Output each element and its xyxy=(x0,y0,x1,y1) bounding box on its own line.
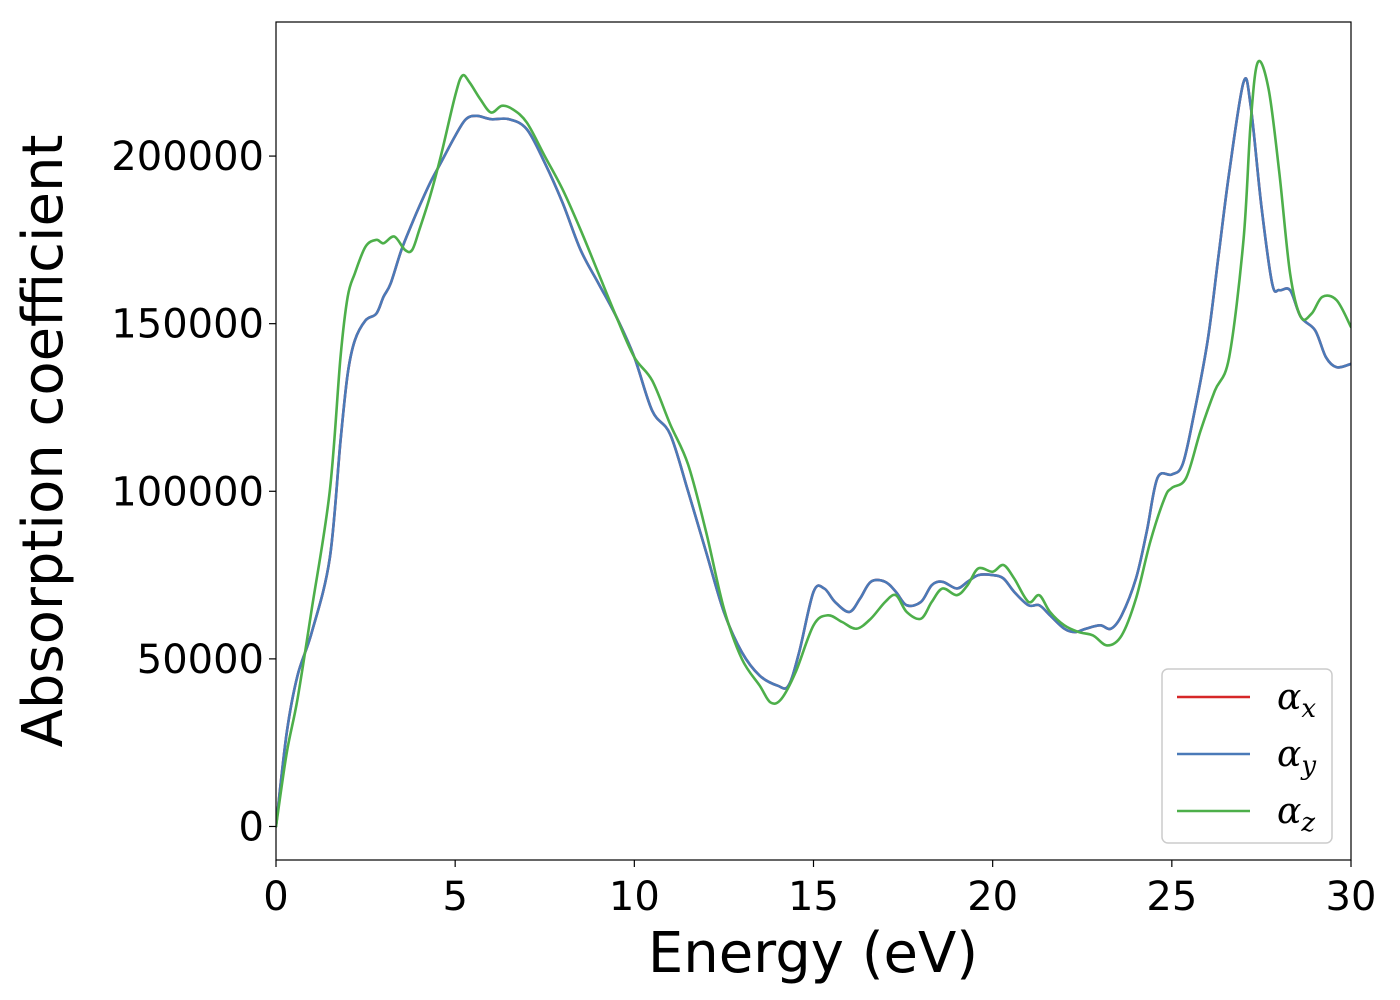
x-tick-label: 15 xyxy=(788,874,839,920)
x-tick-label: 10 xyxy=(609,874,660,920)
series-layer xyxy=(276,59,1351,828)
y-tick-label: 100000 xyxy=(111,469,264,515)
y-axis-label: Absorption coefficient xyxy=(11,135,76,748)
x-axis-label: Energy (eV) xyxy=(648,921,978,986)
legend-box xyxy=(1161,668,1333,844)
legend-label-y: αy xyxy=(1277,734,1316,781)
legend-label-z: αz xyxy=(1277,791,1315,838)
y-tick-label: 150000 xyxy=(111,302,264,348)
series-line-y xyxy=(276,77,1351,828)
x-axis-ticks: 0 5 10 15 20 25 30 xyxy=(263,860,1376,920)
series-line-z xyxy=(276,59,1351,828)
x-tick-label: 30 xyxy=(1326,874,1377,920)
x-tick-label: 25 xyxy=(1146,874,1197,920)
y-tick-label: 0 xyxy=(239,804,264,850)
x-tick-label: 5 xyxy=(442,874,467,920)
legend: αx αy αz xyxy=(1161,668,1333,844)
y-tick-label: 200000 xyxy=(111,134,264,180)
y-axis-ticks: 0 50000 100000 150000 200000 xyxy=(111,134,276,850)
x-tick-label: 0 xyxy=(263,874,288,920)
x-tick-label: 20 xyxy=(967,874,1018,920)
legend-label-x: αx xyxy=(1277,677,1316,724)
y-tick-label: 50000 xyxy=(137,637,264,683)
